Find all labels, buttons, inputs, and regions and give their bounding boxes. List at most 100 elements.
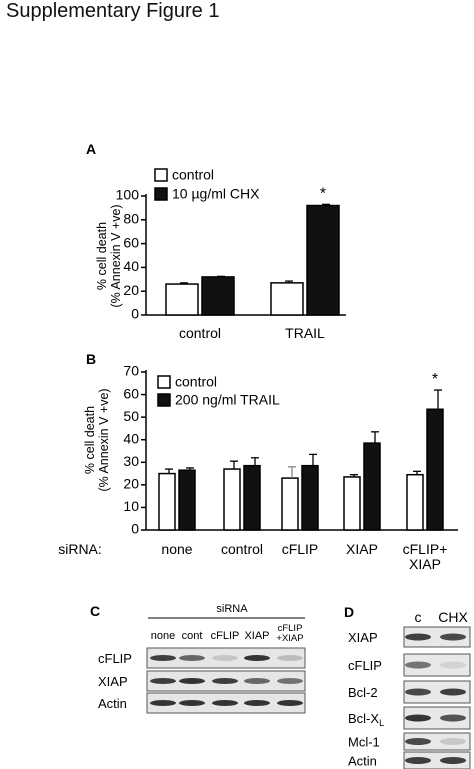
x-tick-label: cFLIP <box>282 541 319 557</box>
blot-band <box>179 655 205 661</box>
bar-control <box>165 283 199 316</box>
blot-band <box>179 678 205 684</box>
y-axis-label: % cell death <box>83 406 97 474</box>
blot-band <box>440 661 466 669</box>
x-tick-label: TRAIL <box>285 325 325 341</box>
lane-label: cFLIP <box>278 623 303 634</box>
y-tick-label: 80 <box>123 211 139 227</box>
blot-band <box>405 661 431 669</box>
legend-swatch <box>154 168 168 182</box>
legend-swatch <box>157 375 171 389</box>
figure-title: Supplementary Figure 1 <box>6 0 220 22</box>
y-axis-label: % cell death <box>95 222 109 290</box>
chart-panel-b: B 0 10 20 30 40 50 60 70 % cell death (% Annexin V… <box>58 351 458 572</box>
bar-control <box>223 468 241 531</box>
blot-band <box>244 678 270 684</box>
bar-control <box>281 477 299 531</box>
y-tick-label: 70 <box>123 363 139 379</box>
y-tick-label: 60 <box>123 234 139 250</box>
blot-band <box>277 700 303 706</box>
blot-band <box>150 700 176 706</box>
blot-band <box>440 714 466 722</box>
bar-control <box>406 473 424 531</box>
lane-label: cont <box>182 630 203 642</box>
y-tick-label: 50 <box>123 408 139 424</box>
panel-letter: C <box>90 603 100 619</box>
blot-strip <box>146 647 306 669</box>
blot-band <box>277 678 303 684</box>
blot-band <box>179 700 205 706</box>
lane-label: none <box>151 630 175 642</box>
blot-strip <box>403 626 471 648</box>
bar-treatment <box>306 204 340 316</box>
blot-row-label: Actin <box>98 696 127 711</box>
y-tick-label: 40 <box>123 430 139 446</box>
blot-band <box>150 678 176 684</box>
x-tick-label: XIAP <box>346 541 378 557</box>
y-axis-label: (% Annexin V +ve) <box>109 204 123 307</box>
blot-row-label: XIAP <box>98 674 128 689</box>
y-axis-label: (% Annexin V +ve) <box>97 388 111 491</box>
blot-band <box>405 714 431 722</box>
blot-row-label: cFLIP <box>98 651 132 666</box>
legend-label: 200 ng/ml TRAIL <box>175 392 280 408</box>
panel-letter: D <box>344 604 354 620</box>
y-tick-label: 100 <box>116 187 140 203</box>
bar-treatment <box>363 442 381 531</box>
bar-treatment <box>426 408 444 531</box>
blot-band <box>440 757 466 764</box>
blot-band <box>405 757 431 764</box>
lane-label: c <box>415 609 422 625</box>
bar-treatment <box>178 469 196 531</box>
bar-control <box>270 282 304 316</box>
blot-band <box>440 688 466 696</box>
lane-label: cFLIP <box>211 630 240 642</box>
blot-band <box>212 655 238 661</box>
bar-treatment <box>301 464 319 531</box>
blot-row-label: Bcl-XL <box>348 711 384 728</box>
y-tick-label: 10 <box>123 498 139 514</box>
blot-band <box>150 655 176 661</box>
bar-treatment <box>201 276 235 316</box>
legend-swatch <box>154 187 168 201</box>
blot-row-label: Actin <box>348 754 377 769</box>
bar-treatment <box>243 464 261 531</box>
blot-row-label: cFLIP <box>348 658 382 673</box>
panel-letter: A <box>86 141 96 157</box>
blot-strip <box>403 732 471 751</box>
y-tick-label: 40 <box>123 258 139 274</box>
lane-label: XIAP <box>244 630 269 642</box>
blot-strip <box>403 653 471 677</box>
y-tick-label: 0 <box>131 306 139 322</box>
x-axis-prefix: siRNA: <box>58 541 102 557</box>
blot-band <box>440 738 466 745</box>
x-tick-label: control <box>221 541 263 557</box>
blot-strip <box>403 680 471 704</box>
significance-star: * <box>432 371 438 388</box>
y-tick-label: 60 <box>123 385 139 401</box>
legend-swatch <box>157 393 171 407</box>
y-tick-label: 0 <box>131 521 139 537</box>
blot-strip <box>403 706 471 730</box>
legend-label: 10 µg/ml CHX <box>172 186 260 202</box>
blot-band <box>244 655 270 661</box>
blot-header: siRNA <box>216 603 248 615</box>
legend-label: control <box>175 374 217 390</box>
legend-label: control <box>172 167 214 183</box>
y-tick-label: 30 <box>123 453 139 469</box>
x-tick-label: XIAP <box>409 556 441 572</box>
blot-strip <box>403 751 471 769</box>
panel-letter: B <box>86 351 96 367</box>
blot-band <box>277 655 303 661</box>
chart-panel-a: A 0 20 40 60 80 100 % cell death (% Annexin V +v… <box>86 141 346 341</box>
x-tick-label: control <box>179 325 221 341</box>
blot-band <box>405 738 431 745</box>
blot-row-label: Bcl-2 <box>348 685 378 700</box>
x-tick-label: none <box>161 541 192 557</box>
blot-row-label: XIAP <box>348 630 378 645</box>
bar-control <box>158 472 176 531</box>
blot-band <box>440 633 466 641</box>
x-tick-label: cFLIP+ <box>403 541 448 557</box>
